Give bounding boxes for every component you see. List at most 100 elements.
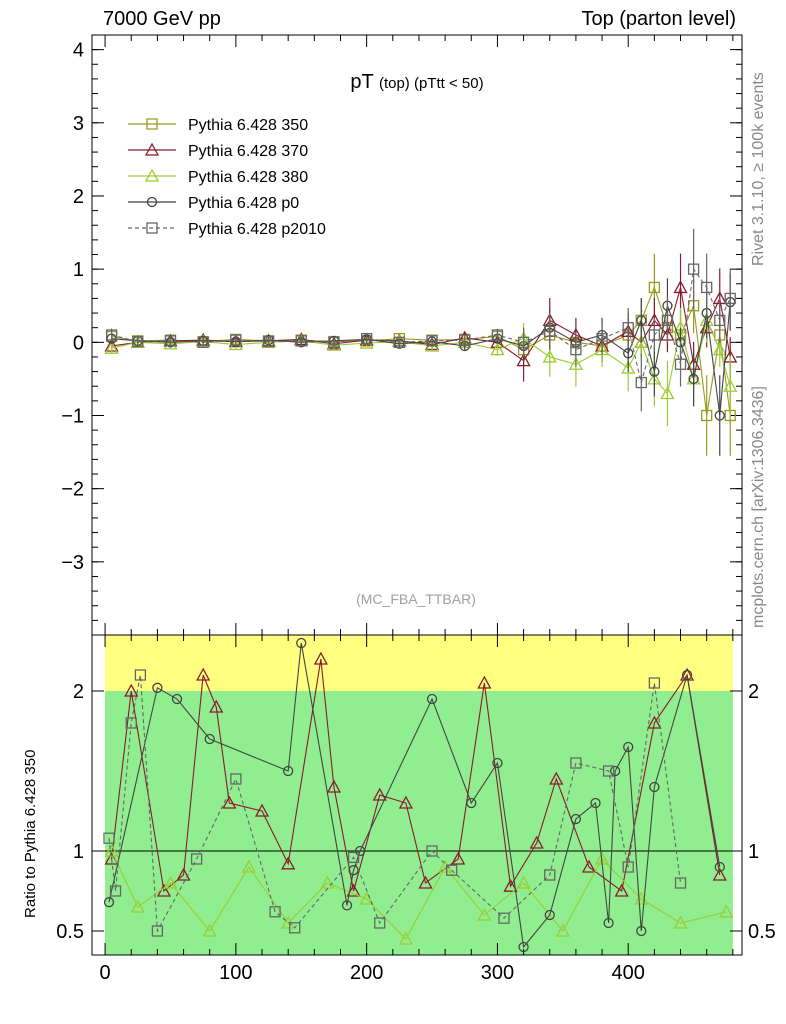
ratio-point — [614, 883, 629, 897]
ratio-point — [555, 923, 570, 937]
legend-label: Pythia 6.428 p2010 — [188, 221, 326, 238]
data-point — [634, 334, 649, 348]
data-point — [701, 409, 713, 422]
ratio-bands — [105, 635, 733, 955]
data-point — [723, 378, 738, 392]
main-ytick-label: −2 — [61, 479, 84, 501]
ratio-point — [130, 899, 145, 913]
ratio-point — [712, 867, 727, 881]
ratio-ytick-label: 2 — [73, 681, 84, 703]
ratio-line-pythia-6-428-p0 — [108, 642, 721, 949]
data-point — [104, 340, 119, 354]
ratio-point — [673, 915, 688, 929]
ratio-point — [354, 845, 366, 857]
legend-entry-pythia-6-428-p0: Pythia 6.428 p0 — [128, 195, 299, 212]
ratio-line-pythia-6-428-p2010 — [108, 674, 682, 933]
ratio-point — [544, 909, 555, 921]
ratio-point — [171, 693, 183, 705]
ratio-point — [570, 757, 582, 769]
ratio-point — [202, 923, 217, 937]
main-ytick-label: 0 — [73, 332, 84, 354]
legend-entry-pythia-6-428-370: Pythia 6.428 370 — [128, 142, 308, 160]
ratio-point — [124, 683, 139, 697]
series-layer — [103, 228, 738, 953]
data-point — [660, 386, 675, 400]
main-ytick-label: −1 — [61, 405, 84, 427]
legend-marker — [146, 222, 158, 234]
ratio-point — [204, 733, 215, 745]
ratio-point — [326, 779, 342, 793]
data-point — [673, 280, 688, 294]
ratio-point — [609, 765, 621, 777]
data-point — [490, 342, 505, 356]
series-pythia-6-428-p2010 — [105, 228, 736, 412]
ratio-series-pythia-6-428-p2010 — [103, 669, 687, 937]
ratio-point — [341, 900, 353, 911]
ratio-point — [518, 941, 529, 953]
ratio-point — [648, 677, 661, 689]
rivet-version-label: Rivet 3.1.10, ≥ 100k events — [750, 72, 767, 266]
process-label: Top (parton level) — [581, 8, 736, 30]
ratio-line-pythia-6-428-370 — [111, 658, 721, 893]
data-point — [594, 342, 610, 356]
data-point — [459, 334, 471, 346]
ratio-point — [503, 878, 518, 892]
data-point — [714, 314, 726, 327]
legend-label: Pythia 6.428 350 — [188, 117, 308, 134]
xtick-label: 200 — [350, 962, 383, 984]
ratio-point — [446, 864, 458, 876]
ratio-point — [477, 675, 492, 689]
ratio-point — [190, 853, 203, 865]
ratio-point — [466, 797, 477, 809]
data-point — [328, 336, 340, 348]
title-sub: (top) — [379, 75, 414, 92]
ratio-point — [347, 851, 360, 864]
data-point — [132, 335, 144, 348]
ratio-point — [529, 835, 544, 849]
ratio-point — [492, 757, 503, 769]
data-point — [701, 281, 713, 294]
ratio-point — [623, 741, 634, 753]
ratio-point — [570, 813, 582, 825]
main-ytick-label: 2 — [73, 186, 84, 208]
data-point — [714, 410, 725, 421]
data-point — [230, 334, 242, 346]
ratio-axis-label: Ratio to Pythia 6.428 350 — [22, 749, 39, 918]
ratio-ytick-label: 0.5 — [56, 921, 84, 943]
ratio-point — [346, 883, 361, 897]
ratio-point — [498, 912, 510, 924]
ratio-point — [230, 773, 242, 785]
data-point — [544, 325, 556, 337]
series-pythia-6-428-p0 — [106, 273, 736, 456]
ratio-point — [296, 637, 307, 649]
data-point — [262, 335, 275, 348]
xtick-label: 400 — [612, 962, 645, 984]
ratio-point — [348, 865, 359, 876]
data-point — [622, 322, 634, 334]
ratio-point — [125, 717, 137, 729]
data-point — [542, 349, 557, 363]
ratio-point — [426, 845, 438, 857]
main-ytick-label: 4 — [73, 40, 84, 62]
ratio-point — [581, 859, 597, 873]
data-point — [661, 314, 674, 327]
data-point — [295, 335, 307, 347]
ratio-point — [426, 693, 438, 705]
data-point — [648, 329, 661, 341]
data-point — [724, 292, 736, 305]
ratio-point — [649, 781, 660, 793]
ratio-ytick-label-right: 2 — [748, 681, 759, 703]
ratio-point — [603, 917, 614, 929]
ratio-point — [109, 885, 122, 897]
data-point — [649, 366, 660, 377]
ratio-point — [544, 869, 556, 881]
ratio-point — [719, 904, 734, 918]
plot-title: pT (top) (pTtt < 50) — [350, 71, 483, 93]
data-point — [517, 336, 530, 348]
data-point — [228, 337, 243, 351]
title-cut: (pTtt < 50) — [414, 75, 484, 92]
legend-marker — [146, 118, 158, 130]
legend-label: Pythia 6.428 p0 — [188, 195, 299, 212]
main-ytick-label: 1 — [73, 259, 84, 281]
